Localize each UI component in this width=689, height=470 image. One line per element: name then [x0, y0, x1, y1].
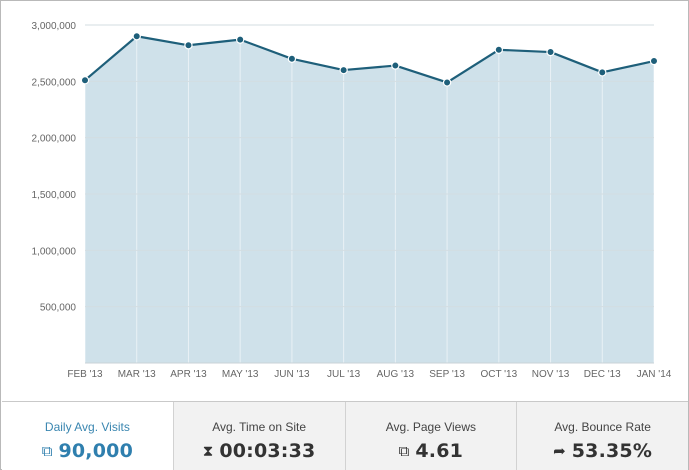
x-tick-label: NOV '13	[532, 369, 570, 380]
data-point	[80, 76, 90, 85]
bounce-arrow-icon: ➦	[553, 441, 566, 460]
data-point	[235, 35, 245, 44]
data-point	[494, 45, 504, 54]
x-tick-label: JUN '13	[274, 369, 310, 380]
data-point	[442, 78, 452, 87]
data-point	[598, 68, 607, 77]
area-fill	[85, 36, 654, 364]
y-tick-label: 1,500,000	[32, 190, 77, 201]
stat-value: 90,000	[58, 440, 133, 462]
x-tick-label: OCT '13	[480, 369, 517, 380]
data-point	[287, 54, 297, 64]
copy-icon: ⧉	[41, 441, 53, 460]
x-tick-label: JUL '13	[327, 369, 361, 380]
data-point	[339, 65, 348, 75]
stat-value: 53.35%	[571, 440, 653, 462]
copy-icon: ⧉	[398, 441, 410, 460]
series-line	[84, 35, 655, 84]
x-tick-label: FEB '13	[67, 369, 103, 380]
stat-label: Daily Avg. Visits	[44, 420, 130, 434]
stat-label: Avg. Time on Site	[212, 420, 307, 434]
x-tick-label: MAR '13	[118, 369, 156, 380]
x-tick-label: MAY '13	[222, 369, 259, 380]
data-point	[184, 41, 193, 50]
hourglass-icon: ⧗	[202, 441, 214, 460]
stat-label: Avg. Page Views	[385, 420, 477, 434]
stat-page-views[interactable]: Avg. Page Views ⧉ 4.61	[344, 402, 517, 470]
stat-time-on-site[interactable]: Avg. Time on Site ⧗ 00:03:33	[172, 402, 345, 470]
stat-daily-visits[interactable]: Daily Avg. Visits ⧉ 90,000	[2, 402, 173, 470]
y-tick-label: 3,000,000	[32, 21, 77, 32]
y-tick-label: 1,000,000	[32, 246, 77, 257]
y-tick-label: 500,000	[40, 303, 77, 314]
x-tick-label: DEC '13	[584, 369, 621, 380]
data-point	[649, 56, 659, 66]
stats-bar: Daily Avg. Visits ⧉ 90,000 Avg. Time on …	[2, 401, 688, 470]
x-tick-label: SEP '13	[429, 369, 465, 380]
data-point	[546, 47, 555, 57]
y-tick-label: 2,500,000	[32, 77, 77, 88]
x-tick-label: APR '13	[170, 369, 207, 380]
stat-value: 00:03:33	[219, 440, 316, 462]
stat-bounce-rate[interactable]: Avg. Bounce Rate ➦ 53.35%	[516, 402, 688, 470]
line-area-chart: 500,000 1,000,000 1,500,000 2,000,000 2,500,…	[32, 21, 672, 380]
y-tick-label: 2,000,000	[32, 134, 77, 145]
x-tick-label: JAN '14	[637, 369, 672, 380]
stat-label: Avg. Bounce Rate	[554, 420, 651, 434]
x-tick-label: AUG '13	[377, 369, 415, 380]
data-point	[391, 61, 400, 70]
stat-value: 4.61	[415, 440, 464, 462]
data-point	[132, 32, 141, 41]
